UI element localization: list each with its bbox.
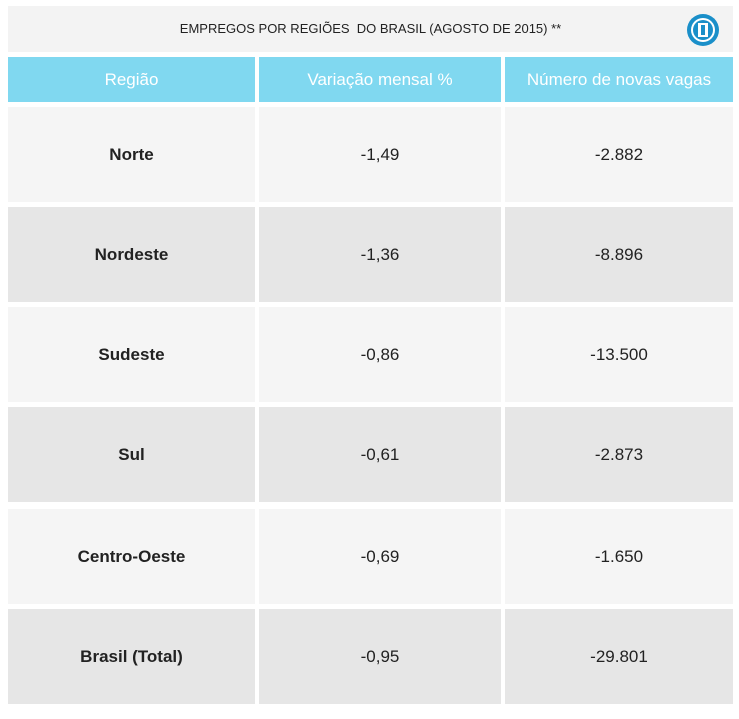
- column-header: Número de novas vagas: [505, 57, 733, 102]
- value-cell: -0,86: [259, 307, 501, 402]
- region-cell: Nordeste: [8, 207, 255, 302]
- value-cell: -2.882: [505, 107, 733, 202]
- title: EMPREGOS POR REGIÕES DO BRASIL (AGOSTO D…: [179, 21, 562, 36]
- value-cell: -2.873: [505, 407, 733, 502]
- region-cell: Centro-Oeste: [8, 509, 255, 604]
- value-cell: -8.896: [505, 207, 733, 302]
- region-cell: Sudeste: [8, 307, 255, 402]
- value-cell: -29.801: [505, 609, 733, 704]
- region-cell: Norte: [8, 107, 255, 202]
- region-cell: Brasil (Total): [8, 609, 255, 704]
- column-header: Região: [8, 57, 255, 102]
- value-cell: -1,49: [259, 107, 501, 202]
- value-cell: -0,69: [259, 509, 501, 604]
- column-header: Variação mensal %: [259, 57, 501, 102]
- logo-icon: [687, 14, 719, 46]
- value-cell: -1.650: [505, 509, 733, 604]
- value-cell: -13.500: [505, 307, 733, 402]
- title-bar: EMPREGOS POR REGIÕES DO BRASIL (AGOSTO D…: [8, 6, 733, 52]
- value-cell: -0,61: [259, 407, 501, 502]
- region-cell: Sul: [8, 407, 255, 502]
- value-cell: -1,36: [259, 207, 501, 302]
- value-cell: -0,95: [259, 609, 501, 704]
